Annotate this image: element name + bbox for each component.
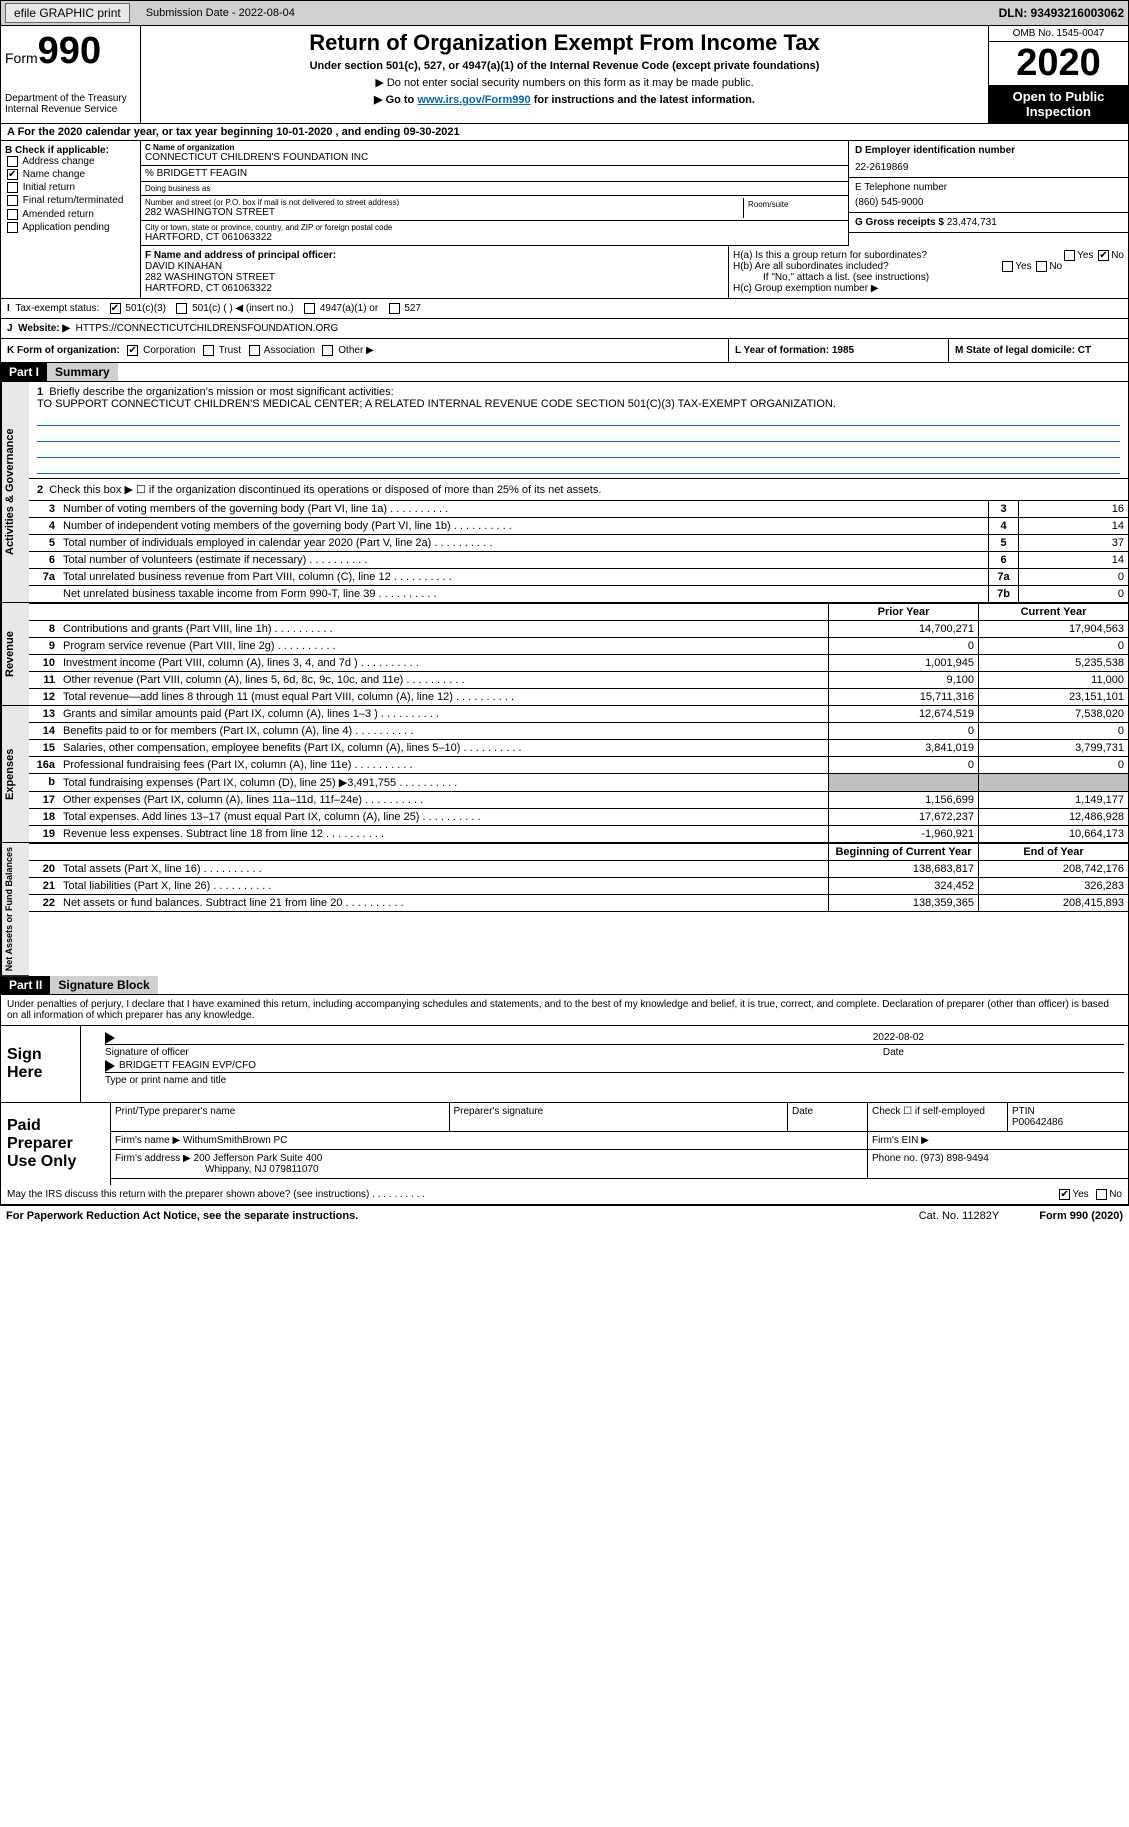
arrow-icon [105,1032,115,1044]
form-header: Form990 Department of the Treasury Inter… [0,26,1129,124]
form-title: Return of Organization Exempt From Incom… [149,30,980,56]
gov-row: 7aTotal unrelated business revenue from … [29,569,1128,586]
fin-row: 10Investment income (Part VIII, column (… [29,655,1128,672]
vtab-governance: Activities & Governance [1,382,29,603]
tax-year: 2020 [989,42,1128,85]
footer: For Paperwork Reduction Act Notice, see … [0,1205,1129,1226]
arrow-icon [105,1060,115,1072]
fin-row: 21Total liabilities (Part X, line 26) 32… [29,878,1128,895]
fin-row: 14Benefits paid to or for members (Part … [29,723,1128,740]
website-url: HTTPS://CONNECTICUTCHILDRENSFOUNDATION.O… [76,323,339,334]
city-state-zip: HARTFORD, CT 061063322 [145,232,844,243]
part1-summary: Activities & Governance 1 Briefly descri… [0,382,1129,976]
ssn-note: ▶ Do not enter social security numbers o… [149,76,980,89]
form-subtitle: Under section 501(c), 527, or 4947(a)(1)… [149,60,980,72]
form-number: 990 [38,30,101,72]
state-domicile: M State of legal domicile: CT [955,345,1091,356]
paperwork-notice: For Paperwork Reduction Act Notice, see … [6,1210,358,1222]
firm-address: 200 Jefferson Park Suite 400 [194,1153,323,1164]
ptin-value: P00642486 [1012,1117,1063,1128]
open-to-public: Open to Public Inspection [989,85,1128,123]
gov-row: 5Total number of individuals employed in… [29,535,1128,552]
row-a-tax-year: A For the 2020 calendar year, or tax yea… [0,124,1129,141]
firm-phone: (973) 898-9494 [920,1153,988,1164]
cat-no: Cat. No. 11282Y [919,1210,1000,1222]
row-f-h: F Name and address of principal officer:… [0,246,1129,299]
officer-printed-name: BRIDGETT FEAGIN EVP/CFO [119,1060,256,1072]
fin-row: 9Program service revenue (Part VIII, lin… [29,638,1128,655]
omb-number: OMB No. 1545-0047 [989,26,1128,42]
ein-value: 22-2619869 [855,162,1122,173]
column-b: B Check if applicable: Address change Na… [1,141,141,246]
street-address: 282 WASHINGTON STREET [145,207,743,218]
sign-here-label: Sign Here [1,1026,81,1102]
gross-receipts-value: 23,474,731 [947,217,997,228]
column-d: D Employer identification number 22-26198… [848,141,1128,246]
org-name: CONNECTICUT CHILDREN'S FOUNDATION INC [145,152,844,163]
dept-treasury: Department of the Treasury Internal Reve… [5,93,136,115]
tel-label: E Telephone number [855,182,947,193]
mission-text: TO SUPPORT CONNECTICUT CHILDREN'S MEDICA… [37,398,836,410]
row-j-website: J Website: ▶ HTTPS://CONNECTICUTCHILDREN… [0,319,1129,339]
dln: DLN: 93493216003062 [999,6,1124,20]
gov-row: Net unrelated business taxable income fr… [29,586,1128,603]
form-label: Form [5,50,38,66]
fin-row: 19Revenue less expenses. Subtract line 1… [29,826,1128,843]
fin-row: 12Total revenue—add lines 8 through 11 (… [29,689,1128,706]
gross-receipts-label: G Gross receipts $ [855,217,944,228]
fin-row: 16aProfessional fundraising fees (Part I… [29,757,1128,774]
fin-row: 15Salaries, other compensation, employee… [29,740,1128,757]
section-b-c-d: B Check if applicable: Address change Na… [0,141,1129,246]
column-c: C Name of organizationCONNECTICUT CHILDR… [141,141,848,246]
efile-print-button[interactable]: efile GRAPHIC print [5,3,130,23]
fin-row: 17Other expenses (Part IX, column (A), l… [29,792,1128,809]
fin-row: 22Net assets or fund balances. Subtract … [29,895,1128,912]
fin-row: 11Other revenue (Part VIII, column (A), … [29,672,1128,689]
gov-row: 3Number of voting members of the governi… [29,501,1128,518]
row-k-l-m: K Form of organization: Corporation Trus… [0,339,1129,363]
form-ref: Form 990 (2020) [1039,1210,1123,1222]
part2-header: Part IISignature Block [0,976,1129,995]
vtab-revenue: Revenue [1,603,29,706]
fin-row: 13Grants and similar amounts paid (Part … [29,706,1128,723]
perjury-declaration: Under penalties of perjury, I declare th… [1,995,1128,1025]
year-formation: L Year of formation: 1985 [735,345,854,356]
discuss-row: May the IRS discuss this return with the… [1,1185,1128,1204]
submission-date: Submission Date - 2022-08-04 [138,5,303,21]
fin-row: 20Total assets (Part X, line 16) 138,683… [29,861,1128,878]
fin-row: 18Total expenses. Add lines 13–17 (must … [29,809,1128,826]
signature-block: Under penalties of perjury, I declare th… [0,995,1129,1205]
vtab-net-assets: Net Assets or Fund Balances [1,843,29,976]
fin-row: bTotal fundraising expenses (Part IX, co… [29,774,1128,792]
top-bar: efile GRAPHIC print Submission Date - 20… [0,0,1129,26]
care-of: % BRIDGETT FEAGIN [145,168,844,179]
fin-row: 8Contributions and grants (Part VIII, li… [29,621,1128,638]
gov-row: 6Total number of volunteers (estimate if… [29,552,1128,569]
officer-name: DAVID KINAHAN [145,261,222,272]
row-i-tax-exempt: I Tax-exempt status: 501(c)(3) 501(c) ( … [0,299,1129,319]
vtab-expenses: Expenses [1,706,29,843]
firm-name: WithumSmithBrown PC [183,1135,287,1146]
irs-link[interactable]: www.irs.gov/Form990 [417,94,530,106]
gov-row: 4Number of independent voting members of… [29,518,1128,535]
goto-note: ▶ Go to www.irs.gov/Form990 for instruct… [149,93,980,106]
ein-label: D Employer identification number [855,145,1015,156]
part1-header: Part ISummary [0,363,1129,382]
tel-value: (860) 545-9000 [855,197,1122,208]
sig-date: 2022-08-02 [873,1032,1124,1044]
paid-preparer-label: Paid Preparer Use Only [1,1103,111,1185]
